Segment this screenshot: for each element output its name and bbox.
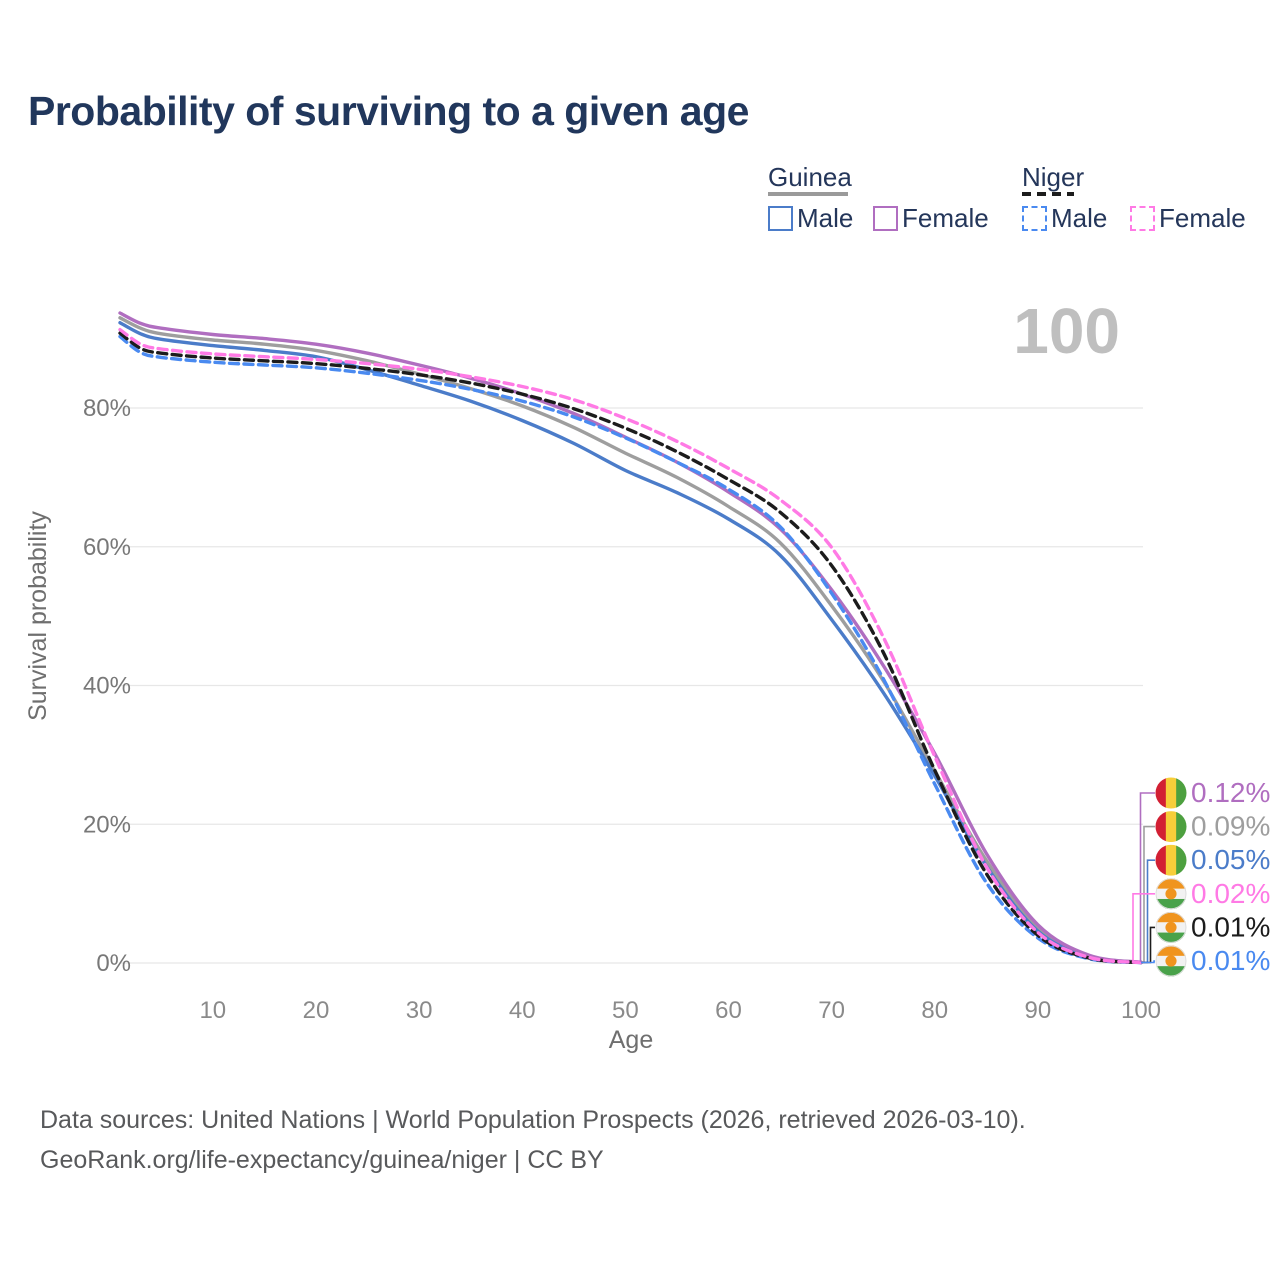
y-tick-label: 20%: [83, 811, 131, 838]
legend-guinea-line-sample: [768, 192, 848, 196]
legend-group-guinea-header[interactable]: Guinea: [768, 162, 852, 192]
legend-swatch-guinea-female: [873, 206, 898, 231]
x-tick-label: 40: [509, 997, 536, 1024]
end-label-value: 0.01%: [1191, 911, 1270, 942]
end-label-connector: [1132, 893, 1155, 964]
guinea-flag-icon: [1155, 844, 1187, 876]
y-tick-label: 80%: [83, 395, 131, 422]
x-tick-label: 80: [921, 997, 948, 1024]
niger-flag-icon: [1155, 945, 1187, 977]
x-tick-label: 30: [406, 997, 433, 1024]
niger-flag-icon: [1155, 911, 1187, 943]
y-tick-label: 0%: [96, 950, 131, 977]
legend-item-guinea-female[interactable]: Female: [873, 203, 989, 233]
series-line-niger-both[interactable]: [118, 331, 1143, 965]
legend-group-niger-header[interactable]: Niger: [1022, 162, 1085, 192]
end-label-connector: [1141, 859, 1155, 964]
niger-flag-icon: [1155, 878, 1187, 910]
series-line-guinea-male[interactable]: [118, 321, 1143, 965]
guinea-flag-icon: [1155, 777, 1187, 809]
legend-item-niger-female[interactable]: Female: [1130, 203, 1246, 233]
guinea-flag-icon: [1155, 811, 1187, 843]
series-line-niger-male[interactable]: [118, 334, 1143, 965]
y-tick-label: 60%: [83, 534, 131, 561]
end-label-value: 0.02%: [1191, 878, 1270, 909]
end-labels-layer: 0.12%0.09%0.05%0.02%0.01%0.01%: [1132, 777, 1270, 977]
page-title: Probability of surviving to a given age: [28, 88, 749, 134]
legend-niger-line-sample: [1022, 192, 1074, 196]
x-tick-label: 90: [1025, 997, 1052, 1024]
end-label-value: 0.12%: [1191, 777, 1270, 808]
x-tick-label: 100: [1121, 997, 1161, 1024]
attribution-note: GeoRank.org/life-expectancy/guinea/niger…: [40, 1146, 604, 1174]
series-layer: [118, 311, 1143, 965]
hovered-age-label: 100: [1013, 295, 1120, 367]
legend-swatch-guinea-male: [768, 206, 793, 231]
legend-item-guinea-male[interactable]: Male: [768, 203, 854, 233]
x-axis-title: Age: [609, 1026, 653, 1054]
end-label-value: 0.05%: [1191, 844, 1270, 875]
x-tick-label: 50: [612, 997, 639, 1024]
x-tick-label: 60: [715, 997, 742, 1024]
legend-item-label: Female: [902, 203, 989, 233]
axes-layer: Age Survival probability: [24, 511, 653, 1054]
x-tick-label: 10: [199, 997, 226, 1024]
x-tick-label: 20: [303, 997, 330, 1024]
legend-item-label: Male: [1051, 203, 1108, 233]
legend-item-label: Male: [797, 203, 854, 233]
end-label-value: 0.09%: [1191, 811, 1270, 842]
y-axis-title: Survival probability: [24, 511, 52, 721]
legend-swatch-niger-female: [1130, 206, 1155, 231]
legend-item-label: Female: [1159, 203, 1246, 233]
legend-item-niger-male[interactable]: Male: [1022, 203, 1108, 233]
gridlines-layer: 0% 20% 40% 60% 80% 10 20 30 40 50 60 70 80 90 100: [83, 395, 1161, 1024]
end-label-connector: [1141, 960, 1155, 964]
end-label-value: 0.01%: [1191, 945, 1270, 976]
legend-swatch-niger-male: [1022, 206, 1047, 231]
y-tick-label: 40%: [83, 673, 131, 700]
series-line-niger-female[interactable]: [118, 327, 1143, 965]
data-sources-note: Data sources: United Nations | World Pop…: [40, 1106, 1026, 1134]
x-tick-label: 70: [818, 997, 845, 1024]
